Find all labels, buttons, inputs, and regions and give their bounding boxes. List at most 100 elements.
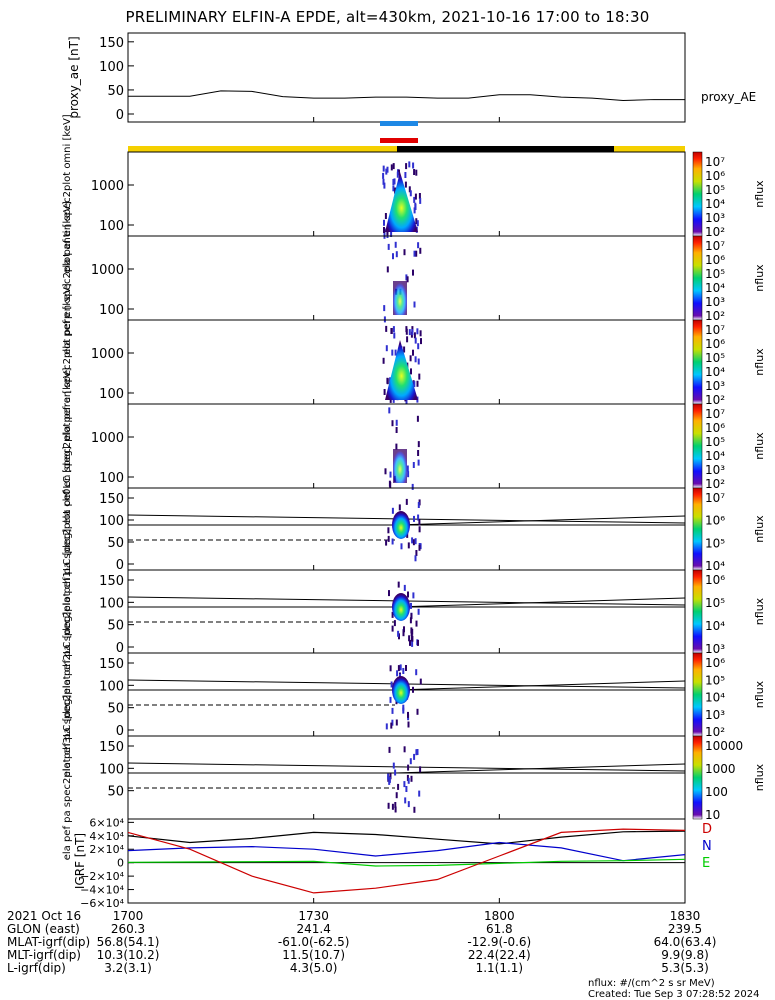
ephemeris-value: 3.2(3.1) (104, 961, 152, 975)
ephemeris-value: 1.1(1.1) (476, 961, 524, 975)
spec-pixel (391, 707, 394, 714)
spec-pixel (417, 242, 420, 249)
spec-pitch-angle-blob (392, 593, 410, 621)
spec-pixel (415, 250, 418, 257)
colorbar-label: nflux (753, 432, 766, 460)
ae-series-line (128, 90, 685, 102)
spec-pixel (413, 753, 416, 760)
ephemeris-value: 1730 (298, 909, 329, 923)
ae-ylabel: proxy_ae [nT] (67, 36, 81, 118)
losscone-line-lower (394, 515, 686, 526)
spec-ytick-label: 1000 (91, 347, 124, 362)
spec-pixel (383, 305, 386, 312)
ephemeris-value: -61.0(-62.5) (278, 935, 349, 949)
spec-pixel (391, 625, 394, 632)
igrf-ytick-label: 2×10⁴ (89, 843, 124, 856)
colorbar-label: nflux (753, 180, 766, 208)
colorbar-tick-label: 10⁷ (705, 155, 725, 169)
spec-pixel (404, 172, 407, 178)
spec-pixel (407, 801, 410, 808)
spec-pixel (391, 349, 394, 356)
spec-pixel (394, 806, 397, 813)
spec-pixel (411, 329, 414, 336)
ae-ytick-label: 50 (107, 84, 124, 99)
spec-pixel (414, 356, 417, 363)
colorbar-tick-label: 10⁴ (705, 619, 725, 633)
igrf-legend-label: N (702, 839, 712, 854)
spec-pixel (392, 179, 395, 185)
spec-pixel (405, 163, 408, 170)
spec-pixel (413, 207, 416, 214)
spec-pixel (392, 185, 395, 192)
spec-pixel (413, 381, 416, 388)
spec-pixel (394, 241, 397, 248)
spec-pixel (417, 608, 420, 615)
spec-pixel (390, 231, 393, 237)
colorbar-tick-label: 10⁵ (705, 183, 725, 197)
spec-pixel (394, 802, 397, 808)
ephemeris-value: 56.8(54.1) (97, 935, 160, 949)
spec-pixel (403, 626, 405, 633)
spec-pixel (419, 197, 422, 204)
ephemeris-value: 10.3(10.2) (97, 948, 160, 962)
colorbar-tick-label: 10³ (705, 463, 725, 477)
spec-pixel (383, 182, 386, 189)
spec-pixel (388, 776, 391, 783)
spec-pixel (402, 707, 405, 714)
spec-ylabel: ela pef en spec2plot perp [keV] (62, 283, 73, 440)
colorbar-tick-label: 1000 (705, 762, 736, 776)
spec-pixel (418, 519, 421, 526)
spec-pixel (407, 777, 410, 784)
colorbar-tick-label: 10⁴ (705, 691, 725, 705)
ae-legend-label: proxy_AE (701, 90, 756, 104)
spec-pixel (415, 169, 418, 176)
spec-pixel (418, 526, 421, 533)
colorbar-tick-label: 10⁶ (705, 656, 725, 670)
spec-pixel (388, 590, 390, 597)
spec-ytick-label: 100 (99, 471, 124, 486)
colorbar-tick-label: 10⁷ (705, 491, 725, 505)
spec-pixel (407, 764, 410, 771)
spec-pixel (413, 515, 415, 522)
spec-pixel (414, 193, 417, 200)
colorbar-tick-label: 10⁶ (705, 573, 725, 587)
spec-pixel (410, 627, 413, 634)
spec-pixel (383, 227, 385, 233)
spec-pixel (407, 542, 410, 549)
spec-pixel (383, 316, 386, 323)
spec-ytick-label: 100 (99, 514, 124, 529)
spec-pixel (402, 630, 405, 637)
spec-pixel (418, 373, 421, 380)
ephemeris-value: -12.9(-0.6) (467, 935, 531, 949)
spec-pixel (414, 204, 417, 210)
spec-pixel (417, 639, 419, 646)
colorbar-tick-label: 10⁵ (705, 596, 725, 610)
spec-pixel (413, 169, 416, 175)
spec-pixel (417, 441, 420, 448)
spec-pixel (408, 635, 411, 642)
colorbar-tick-label: 10² (705, 393, 725, 407)
ephemeris-value: 1800 (484, 909, 515, 923)
spec-pixel (398, 504, 401, 511)
spec-ylabel: ela pef pa spec2plot ch0LC [deg] (62, 446, 73, 612)
spec-pixel (414, 555, 417, 562)
spec-pixel (395, 419, 398, 426)
colorbar (692, 151, 703, 237)
spec-pixel (419, 330, 422, 337)
spec-pixel (395, 427, 398, 433)
spec-pixel (385, 168, 388, 175)
spec-pixel (402, 668, 405, 674)
spec-energy-dispersion (385, 172, 418, 232)
spec-pixel (405, 274, 408, 281)
colorbar-tick-label: 10⁵ (705, 267, 725, 281)
spec-pixel (386, 378, 389, 385)
spec-pixel (409, 355, 412, 362)
spec-pixel (416, 708, 419, 715)
spec-pixel (389, 696, 392, 703)
colorbar-tick-label: 10³ (705, 379, 725, 393)
colorbar-tick-label: 10⁴ (705, 449, 725, 463)
spec-pixel (389, 665, 392, 672)
spec-pixel (403, 746, 406, 753)
spec-pixel (391, 538, 394, 545)
